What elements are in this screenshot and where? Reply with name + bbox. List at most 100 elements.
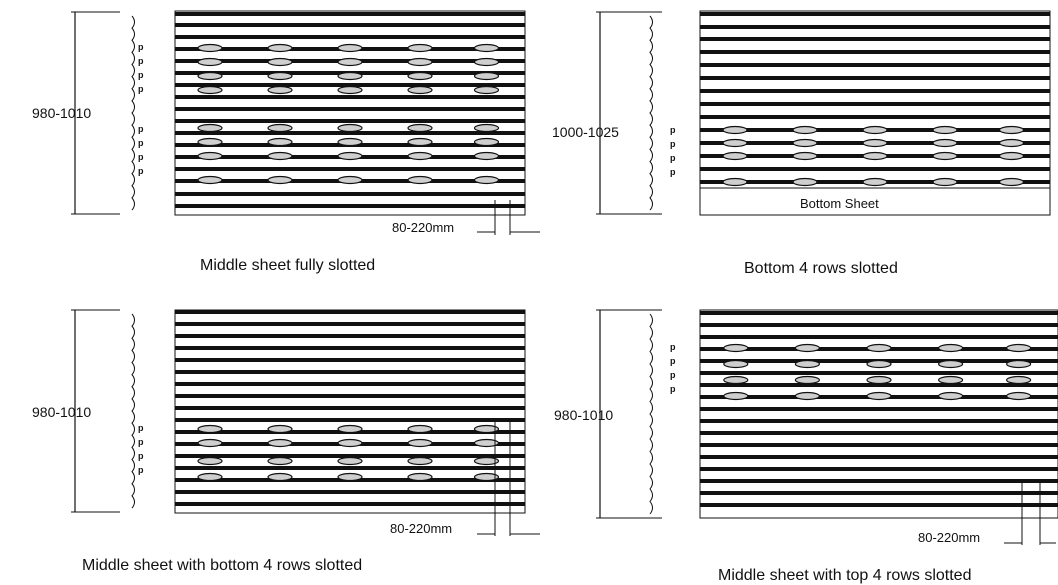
slot	[473, 137, 500, 147]
slat-bar	[175, 394, 525, 398]
slot	[473, 456, 500, 466]
dimension-bracket	[71, 309, 135, 513]
width-label: 80-220mm	[392, 220, 454, 235]
slat-bar	[700, 167, 1050, 171]
slat-bar	[175, 466, 525, 470]
slot	[337, 71, 363, 81]
pitch-label: p	[138, 437, 144, 447]
pitch-label: p	[138, 124, 144, 134]
pitch-label: p	[138, 84, 144, 94]
slat-bar	[700, 479, 1058, 483]
slot	[998, 177, 1025, 187]
caption: Bottom 4 rows slotted	[744, 260, 898, 277]
slot	[862, 125, 888, 135]
slat-bar	[175, 107, 525, 111]
slot	[407, 424, 433, 434]
pitch-label: p	[138, 423, 144, 433]
slot	[337, 57, 363, 67]
slot	[792, 177, 818, 187]
pitch-curve	[131, 15, 135, 211]
slot	[473, 438, 500, 448]
slot	[932, 138, 958, 148]
slot	[197, 438, 223, 448]
slot	[794, 375, 821, 385]
slot	[473, 123, 500, 133]
slat-bar	[175, 454, 525, 458]
slot	[932, 125, 958, 135]
slot	[407, 472, 433, 482]
dimension-label: 1000-1025	[552, 124, 619, 140]
slat-bar	[700, 503, 1058, 507]
slot	[866, 359, 892, 369]
slot	[932, 151, 958, 161]
pitch-label: p	[670, 167, 676, 177]
pitch-curve	[649, 15, 653, 211]
sheet	[174, 309, 540, 536]
slat-bar	[700, 455, 1058, 459]
slot	[794, 343, 821, 353]
pitch-label: p	[670, 139, 676, 149]
slot	[197, 57, 223, 67]
slat-bar	[175, 490, 525, 494]
slot	[862, 151, 888, 161]
slot	[197, 175, 223, 185]
slot	[267, 57, 293, 67]
sheet	[174, 10, 540, 235]
slot	[197, 43, 223, 53]
slot	[267, 123, 293, 133]
slat-bar	[700, 50, 1050, 54]
slot	[407, 137, 433, 147]
slot	[407, 175, 433, 185]
slat-bar	[700, 63, 1050, 67]
slat-bar	[175, 23, 525, 27]
sheet	[699, 10, 1051, 216]
slat-bar	[175, 167, 525, 171]
slot	[473, 57, 500, 67]
slot	[337, 438, 363, 448]
pitch-label: p	[138, 138, 144, 148]
slot	[267, 43, 293, 53]
caption: Middle sheet fully slotted	[200, 257, 375, 274]
dimension-bracket	[596, 309, 662, 519]
slat-bar	[700, 323, 1058, 327]
slot	[937, 391, 964, 401]
slat-bar	[700, 431, 1058, 435]
slot	[473, 85, 500, 95]
slot	[267, 456, 293, 466]
slot	[794, 391, 821, 401]
slot	[267, 151, 293, 161]
pitch-label: p	[138, 70, 144, 80]
slot	[723, 391, 749, 401]
slat-bar	[700, 383, 1058, 387]
pitch-label: p	[670, 356, 676, 366]
slot	[337, 137, 363, 147]
slot	[267, 137, 293, 147]
slat-bar	[175, 322, 525, 326]
slot	[723, 375, 749, 385]
slot	[794, 359, 821, 369]
slot	[722, 138, 748, 148]
slot	[407, 57, 433, 67]
slot	[337, 456, 363, 466]
slot	[407, 151, 433, 161]
sheet-outline	[174, 309, 526, 514]
slat-bar	[175, 131, 525, 135]
pitch-label: p	[138, 42, 144, 52]
pitch-label: p	[138, 166, 144, 176]
slot	[267, 438, 293, 448]
slot	[792, 138, 818, 148]
slot	[998, 138, 1025, 148]
pitch-curve	[649, 313, 653, 515]
slot	[407, 438, 433, 448]
slot	[407, 456, 433, 466]
slot	[937, 359, 964, 369]
slot	[866, 375, 892, 385]
slot	[862, 177, 888, 187]
slat-bar	[175, 12, 525, 16]
slot	[937, 343, 964, 353]
sheet-outline	[699, 309, 1058, 519]
